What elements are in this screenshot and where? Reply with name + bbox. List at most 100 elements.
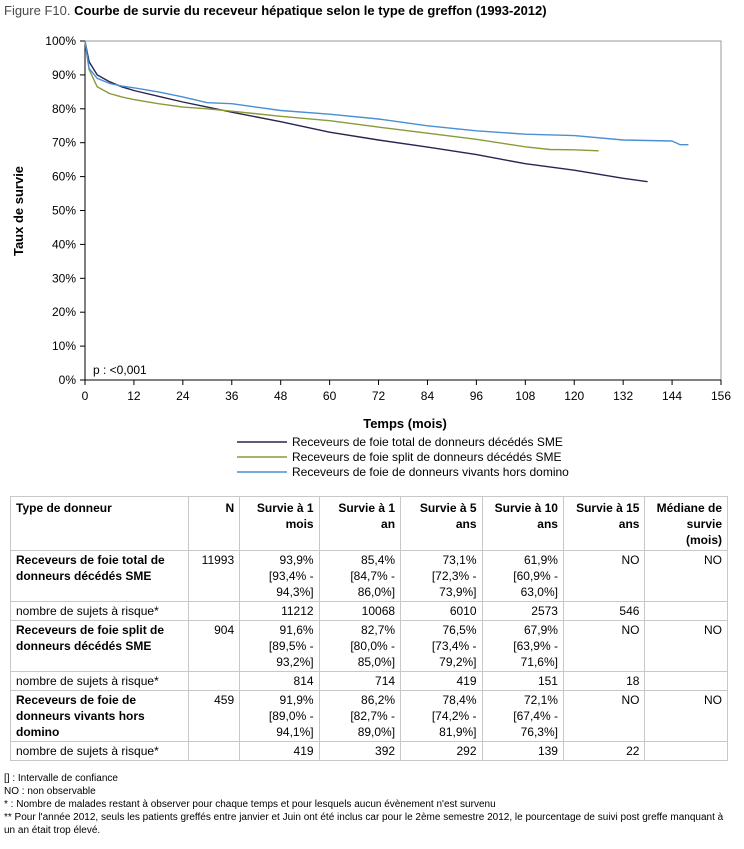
- risk-row-label: nombre de sujets à risque*: [9, 741, 190, 761]
- y-tick-label: 60%: [52, 170, 76, 184]
- donor-type-label: Receveurs de foie de donneurs vivants ho…: [9, 690, 190, 742]
- x-tick-label: 132: [613, 389, 633, 403]
- x-axis-title: Temps (mois): [363, 416, 447, 431]
- median-survival-cell: NO: [644, 690, 728, 742]
- risk-row: nombre de sujets à risque* 814 714 419 151 18: [9, 671, 728, 691]
- figure-label: Figure F10.: [4, 3, 71, 18]
- survival-5-years-cell: 78,4% [74,2% - 81,9%]: [400, 690, 483, 742]
- survival-1-year-cell: 85,4% [84,7% - 86,0%]: [318, 550, 402, 602]
- y-tick-label: 90%: [52, 68, 76, 82]
- risk-median-cell: [644, 601, 728, 621]
- legend-label-3: Receveurs de foie de donneurs vivants ho…: [292, 465, 569, 479]
- risk-row: nombre de sujets à risque* 11212 10068 6010…: [9, 601, 728, 621]
- survival-10-years-cell: 72,1% [67,4% - 76,3%]: [481, 690, 564, 742]
- median-survival-cell: NO: [644, 550, 728, 602]
- table-header-cell: Médiane de survie (mois): [644, 496, 728, 551]
- n-cell: 11993: [188, 550, 241, 602]
- x-tick-label: 48: [274, 389, 288, 403]
- risk-count-cell: 18: [562, 671, 646, 691]
- table-header-cell: Type de donneur: [9, 496, 190, 551]
- y-axis: 0% 10% 20% 30% 40% 50% 60% 70% 80% 90% 100%: [45, 34, 86, 387]
- figure-title: Figure F10. Courbe de survie du receveur…: [4, 3, 547, 18]
- table-header-cell: Survie à 5 ans: [400, 496, 483, 551]
- survival-1-year-cell: 82,7% [80,0% - 85,0%]: [318, 620, 402, 672]
- survival-5-years-cell: 73,1% [72,3% - 73,9%]: [400, 550, 483, 602]
- survival-chart: 0% 10% 20% 30% 40% 50% 60% 70% 80% 90% 100% 0 12 24 3…: [11, 34, 731, 479]
- table-header-cell: Survie à 1 an: [318, 496, 402, 551]
- risk-count-cell: 292: [400, 741, 483, 761]
- x-tick-label: 144: [662, 389, 682, 403]
- survival-15-years-cell: NO: [562, 550, 646, 602]
- survival-10-years-cell: 67,9% [63,9% - 71,6%]: [481, 620, 564, 672]
- table-header-cell: N: [188, 496, 241, 551]
- table-header-row: Type de donneur N Survie à 1 mois Survie à …: [9, 496, 728, 551]
- y-tick-label: 100%: [45, 34, 76, 48]
- risk-row-label: nombre de sujets à risque*: [9, 671, 190, 691]
- x-tick-label: 156: [711, 389, 731, 403]
- x-tick-label: 120: [564, 389, 584, 403]
- footnotes: [] : Intervalle de confiance NO : non ob…: [4, 772, 734, 837]
- legend: Receveurs de foie total de donneurs décé…: [237, 435, 569, 479]
- risk-count-cell: 546: [562, 601, 646, 621]
- footnote: NO : non observable: [4, 786, 96, 797]
- table-header-cell: Survie à 10 ans: [481, 496, 564, 551]
- risk-count-cell: 2573: [481, 601, 564, 621]
- table-row: Receveurs de foie split de donneurs décé…: [9, 620, 728, 672]
- series-layer: [84, 40, 689, 183]
- x-tick-label: 108: [515, 389, 535, 403]
- x-tick-label: 0: [82, 389, 89, 403]
- donor-type-label: Receveurs de foie split de donneurs décé…: [9, 620, 190, 672]
- survival-5-years-cell: 76,5% [73,4% - 79,2%]: [400, 620, 483, 672]
- y-tick-label: 50%: [52, 204, 76, 218]
- survival-1-month-cell: 91,9% [89,0% - 94,1%]: [239, 690, 320, 742]
- survival-1-month-cell: 93,9% [93,4% - 94,3%]: [239, 550, 320, 602]
- legend-label-1: Receveurs de foie total de donneurs décé…: [292, 435, 563, 449]
- x-tick-label: 84: [421, 389, 435, 403]
- survival-table: Type de donneur N Survie à 1 mois Survie à …: [9, 496, 728, 761]
- survival-1-month-cell: 91,6% [89,5% - 93,2%]: [239, 620, 320, 672]
- plot-frame: [84, 40, 722, 381]
- x-tick-label: 96: [470, 389, 484, 403]
- figure-main-title: Courbe de survie du receveur hépatique s…: [74, 3, 547, 18]
- x-tick-label: 12: [127, 389, 141, 403]
- donor-type-label: Receveurs de foie total de donneurs décé…: [9, 550, 190, 602]
- y-tick-label: 40%: [52, 237, 76, 251]
- risk-count-cell: 11212: [239, 601, 320, 621]
- footnote: ** Pour l'année 2012, seuls les patients…: [4, 812, 726, 836]
- risk-n-cell: [188, 601, 241, 621]
- table-row: Receveurs de foie de donneurs vivants ho…: [9, 690, 728, 742]
- risk-count-cell: 392: [318, 741, 402, 761]
- y-axis-title: Taux de survie: [11, 166, 26, 256]
- p-value-annotation: p : <0,001: [93, 363, 147, 377]
- y-tick-label: 10%: [52, 339, 76, 353]
- risk-count-cell: 10068: [318, 601, 402, 621]
- x-tick-label: 60: [323, 389, 337, 403]
- risk-count-cell: 814: [239, 671, 320, 691]
- risk-n-cell: [188, 671, 241, 691]
- footnote: * : Nombre de malades restant à observer…: [4, 799, 496, 810]
- survival-15-years-cell: NO: [562, 690, 646, 742]
- n-cell: 459: [188, 690, 241, 742]
- y-tick-label: 30%: [52, 271, 76, 285]
- y-tick-label: 20%: [52, 305, 76, 319]
- median-survival-cell: NO: [644, 620, 728, 672]
- risk-row: nombre de sujets à risque* 419 392 292 139 22: [9, 741, 728, 761]
- y-tick-label: 0%: [59, 373, 77, 387]
- table-header-cell: Survie à 15 ans: [562, 496, 646, 551]
- risk-row-label: nombre de sujets à risque*: [9, 601, 190, 621]
- risk-median-cell: [644, 741, 728, 761]
- footnote: [] : Intervalle de confiance: [4, 773, 118, 784]
- table-row: Receveurs de foie total de donneurs décé…: [9, 550, 728, 602]
- series-line-3: [84, 40, 689, 146]
- risk-count-cell: 419: [400, 671, 483, 691]
- risk-count-cell: 419: [239, 741, 320, 761]
- n-cell: 904: [188, 620, 241, 672]
- risk-count-cell: 714: [318, 671, 402, 691]
- y-tick-label: 80%: [52, 102, 76, 116]
- risk-n-cell: [188, 741, 241, 761]
- risk-median-cell: [644, 671, 728, 691]
- x-tick-label: 36: [225, 389, 239, 403]
- x-tick-label: 72: [372, 389, 386, 403]
- y-tick-label: 70%: [52, 136, 76, 150]
- x-tick-label: 24: [176, 389, 190, 403]
